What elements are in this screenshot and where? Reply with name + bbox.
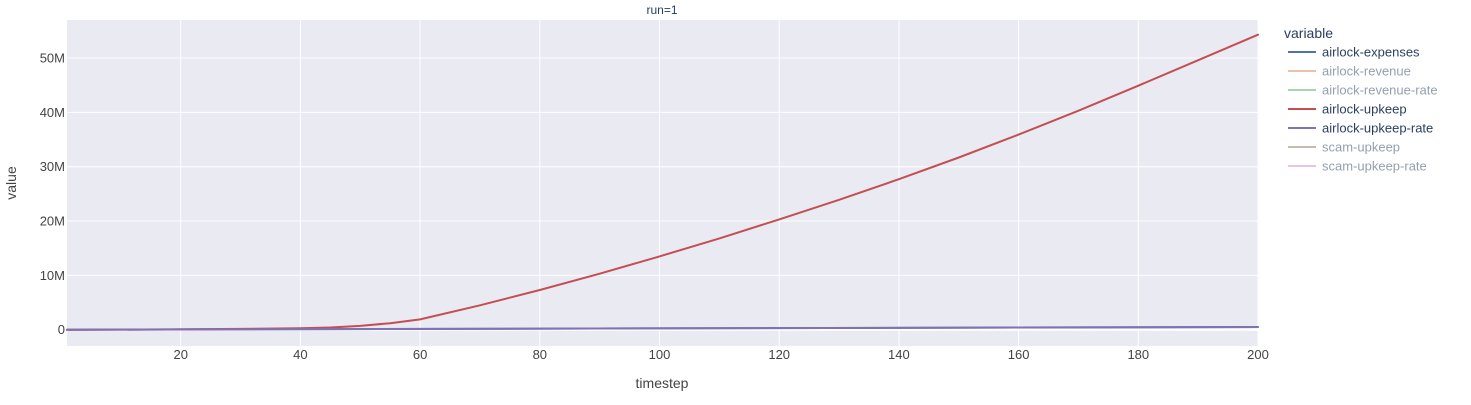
x-tick-label: 120 (768, 347, 790, 362)
y-axis-title: value (3, 166, 19, 200)
legend-label: airlock-upkeep-rate (1322, 121, 1433, 136)
legend-item-airlock-revenue[interactable]: airlock-revenue (1288, 64, 1411, 79)
legend-label: airlock-revenue (1322, 64, 1411, 79)
x-tick-label: 60 (413, 347, 427, 362)
y-tick-label: 0 (58, 322, 65, 337)
y-tick-label: 40M (40, 105, 65, 120)
x-tick-label: 160 (1008, 347, 1030, 362)
legend-label: scam-upkeep-rate (1322, 159, 1427, 174)
legend-item-airlock-revenue-rate[interactable]: airlock-revenue-rate (1288, 83, 1438, 98)
legend-item-scam-upkeep[interactable]: scam-upkeep (1288, 140, 1400, 155)
legend-item-airlock-upkeep-rate[interactable]: airlock-upkeep-rate (1288, 121, 1433, 136)
x-tick-label: 100 (649, 347, 671, 362)
facet-title: run=1 (646, 3, 677, 17)
y-tick-label: 20M (40, 214, 65, 229)
x-tick-label: 40 (293, 347, 307, 362)
x-tick-label: 180 (1127, 347, 1149, 362)
x-tick-label: 20 (173, 347, 187, 362)
series-line-airlock-upkeep-rate (66, 326, 1259, 331)
legend-title: variable (1284, 25, 1333, 41)
x-tick-label: 140 (888, 347, 910, 362)
legend-label: scam-upkeep (1322, 140, 1400, 155)
legend-label: airlock-expenses (1322, 45, 1420, 60)
legend-label: airlock-upkeep (1322, 102, 1407, 117)
x-tick-label: 80 (533, 347, 547, 362)
plot-background (67, 20, 1258, 346)
y-tick-label: 10M (40, 268, 65, 283)
x-axis-title: timestep (636, 375, 689, 391)
legend: airlock-expenses airlock-revenue airlock-r… (1288, 45, 1438, 174)
legend-label: airlock-revenue-rate (1322, 83, 1438, 98)
x-tick-label: 200 (1247, 347, 1269, 362)
legend-item-airlock-upkeep[interactable]: airlock-upkeep (1288, 102, 1407, 117)
y-tick-label: 50M (40, 51, 65, 66)
tick-layer: 20 40 60 80 100 120 140 160 180 200 0 10M 20M 30M 40M 5… (40, 51, 1269, 362)
legend-item-scam-upkeep-rate[interactable]: scam-upkeep-rate (1288, 159, 1427, 174)
series-layer (66, 33, 1259, 331)
y-tick-label: 30M (40, 159, 65, 174)
legend-item-airlock-expenses[interactable]: airlock-expenses (1288, 45, 1420, 60)
